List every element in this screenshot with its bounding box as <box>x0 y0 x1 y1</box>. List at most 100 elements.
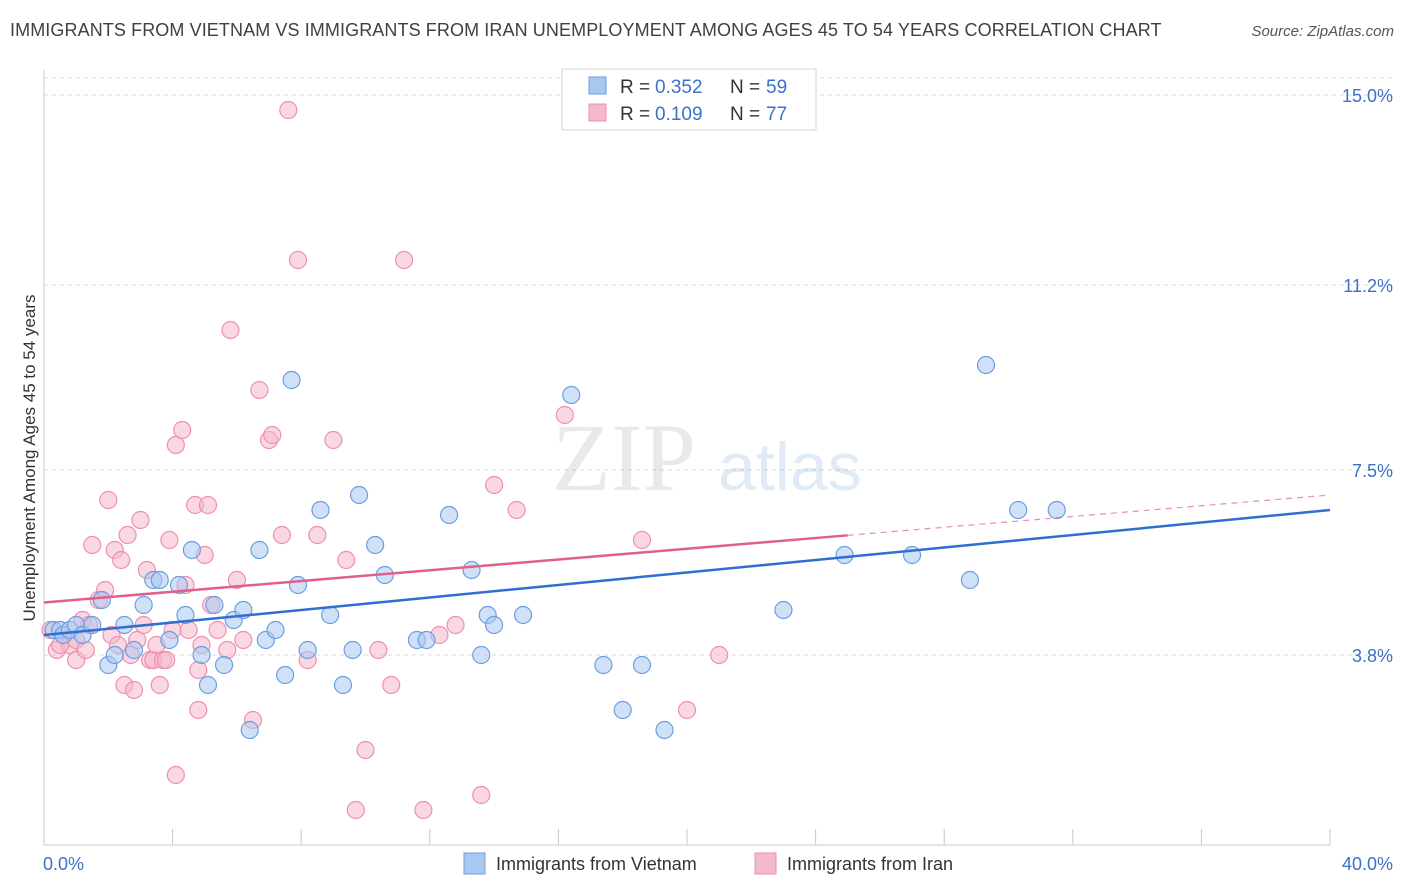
point-vietnam-17 <box>176 605 195 625</box>
point-iran-54 <box>324 430 343 450</box>
point-vietnam-35 <box>333 675 353 695</box>
point-iran-67 <box>555 405 574 425</box>
point-iran-46 <box>250 380 269 400</box>
trend-line-iran-extension <box>847 494 1331 536</box>
legend-n-value-iran: 77 <box>766 104 787 125</box>
point-iran-10 <box>99 490 118 510</box>
point-vietnam-43 <box>462 560 481 580</box>
trend-line-iran <box>43 534 848 604</box>
point-vietnam-32 <box>298 640 317 660</box>
legend-r-value-vietnam: 0.352 <box>655 77 703 98</box>
point-iran-19 <box>131 510 150 530</box>
point-vietnam-25 <box>240 720 259 740</box>
point-iran-68 <box>632 530 652 550</box>
source-label: Source: ZipAtlas.com <box>1251 23 1394 40</box>
point-iran-31 <box>173 420 192 440</box>
point-iran-13 <box>112 550 131 570</box>
y-tick-label-0: 3.8% <box>1352 646 1393 666</box>
point-iran-27 <box>160 530 179 550</box>
bottom-legend-swatch-iran <box>754 852 777 875</box>
point-iran-36 <box>189 700 208 720</box>
point-vietnam-19 <box>192 645 211 665</box>
point-iran-15 <box>118 525 137 545</box>
point-iran-63 <box>446 615 465 635</box>
bottom-legend-label-vietnam: Immigrants from Vietnam <box>496 854 697 874</box>
point-vietnam-26 <box>250 540 269 560</box>
point-iran-48 <box>263 425 282 445</box>
point-vietnam-33 <box>311 500 330 520</box>
series-legend: Immigrants from Vietnam Immigrants from … <box>463 852 953 875</box>
point-iran-66 <box>507 500 526 520</box>
point-vietnam-34 <box>321 605 340 625</box>
point-iran-17 <box>124 680 144 700</box>
point-vietnam-42 <box>439 505 459 525</box>
point-iran-49 <box>272 525 292 545</box>
point-iran-55 <box>337 550 356 570</box>
point-iran-70 <box>710 645 729 665</box>
point-iran-38 <box>198 495 218 515</box>
point-iran-53 <box>308 525 327 545</box>
point-vietnam-58 <box>1009 500 1028 520</box>
point-iran-41 <box>218 640 237 660</box>
point-iran-25 <box>150 675 169 695</box>
point-iran-58 <box>369 640 388 660</box>
point-vietnam-16 <box>169 575 189 595</box>
point-iran-51 <box>288 250 308 270</box>
point-vietnam-11 <box>124 640 144 660</box>
point-vietnam-53 <box>774 600 793 620</box>
point-vietnam-52 <box>655 720 674 740</box>
legend-n-value-vietnam: 59 <box>766 77 787 98</box>
point-vietnam-48 <box>562 385 581 405</box>
watermark-atlas: atlas <box>718 429 862 505</box>
watermark: ZIP atlas <box>552 404 862 511</box>
x-tick-label-0: 0.0% <box>43 854 84 874</box>
point-vietnam-12 <box>134 595 153 615</box>
x-ticks <box>172 829 1331 845</box>
point-vietnam-28 <box>266 620 285 640</box>
y-tick-label-1: 7.5% <box>1352 461 1393 481</box>
point-vietnam-15 <box>160 630 179 650</box>
chart-title: IMMIGRANTS FROM VIETNAM VS IMMIGRANTS FR… <box>10 20 1162 40</box>
point-iran-33 <box>179 620 198 640</box>
trend-lines <box>43 494 1331 637</box>
point-vietnam-9 <box>105 645 124 665</box>
point-vietnam-10 <box>115 615 134 635</box>
point-vietnam-54 <box>835 545 854 565</box>
point-vietnam-46 <box>485 615 504 635</box>
point-iran-50 <box>279 100 298 120</box>
point-vietnam-30 <box>282 370 301 390</box>
point-vietnam-21 <box>205 595 224 615</box>
watermark-zip: ZIP <box>552 404 696 511</box>
legend-n-label-iran: N = <box>730 104 760 125</box>
point-vietnam-59 <box>1047 500 1066 520</box>
point-iran-61 <box>414 800 433 820</box>
legend-r-label-vietnam: R = <box>620 77 650 98</box>
point-vietnam-56 <box>960 570 980 590</box>
point-vietnam-36 <box>343 640 362 660</box>
y-tick-labels: 3.8% 7.5% 11.2% 15.0% <box>1342 86 1393 666</box>
point-iran-7 <box>83 535 102 555</box>
point-iran-65 <box>485 475 504 495</box>
y-axis-label: Unemployment Among Ages 45 to 54 years <box>20 295 39 622</box>
point-iran-60 <box>394 250 414 270</box>
point-iran-44 <box>234 630 253 650</box>
legend-swatch-iran <box>588 103 607 122</box>
point-iran-75 <box>157 650 176 670</box>
point-iran-40 <box>208 620 227 640</box>
point-vietnam-41 <box>417 630 436 650</box>
point-vietnam-18 <box>182 540 201 560</box>
point-vietnam-29 <box>276 665 295 685</box>
point-iran-29 <box>166 435 185 455</box>
legend-r-value-iran: 0.109 <box>655 104 703 125</box>
point-vietnam-31 <box>288 575 308 595</box>
legend-swatch-vietnam <box>588 76 607 95</box>
point-vietnam-51 <box>632 655 652 675</box>
bottom-legend-label-iran: Immigrants from Iran <box>787 854 953 874</box>
x-tick-label-1: 40.0% <box>1342 854 1393 874</box>
point-vietnam-38 <box>366 535 385 555</box>
trend-line-vietnam <box>43 508 1331 637</box>
point-vietnam-7 <box>92 590 111 610</box>
point-iran-35 <box>189 660 208 680</box>
point-iran-56 <box>346 800 365 820</box>
